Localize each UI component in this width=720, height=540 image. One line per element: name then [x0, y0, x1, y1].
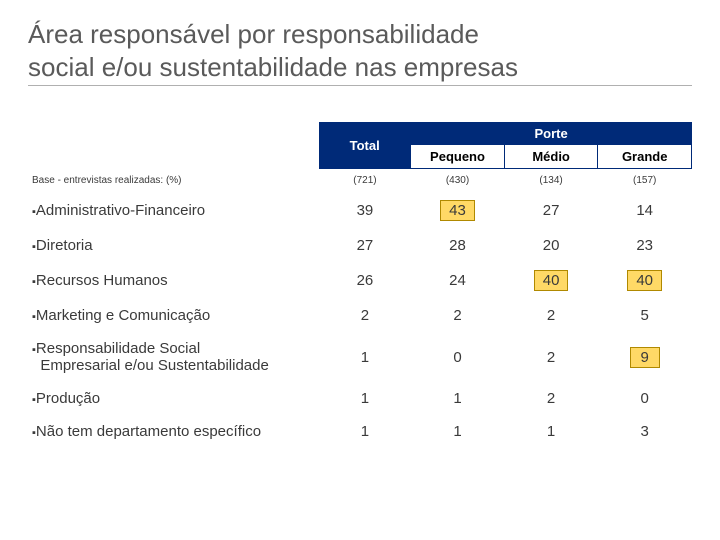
- title-block: Área responsável por responsabilidade so…: [28, 18, 692, 86]
- cell-medio: 2: [504, 332, 598, 382]
- page-title-line1: Área responsável por responsabilidade: [28, 18, 692, 51]
- cell-total: 39: [319, 192, 411, 229]
- row-label: ▪Administrativo-Financeiro: [28, 192, 319, 229]
- highlight-box: 40: [627, 270, 662, 291]
- header-total: Total: [319, 122, 411, 169]
- table-row: ▪Administrativo-Financeiro39 43 2714: [28, 192, 692, 229]
- row-label: ▪Marketing e Comunicação: [28, 299, 319, 332]
- table-body: Base - entrevistas realizadas: (%) (721)…: [28, 169, 692, 449]
- row-label-text: Diretoria: [36, 237, 93, 254]
- highlight-box: 40: [534, 270, 569, 291]
- cell-medio: 20: [504, 229, 598, 262]
- row-label: ▪Diretoria: [28, 229, 319, 262]
- table-header: Total Porte Pequeno Médio Grande: [28, 122, 692, 169]
- cell-grande: 14: [598, 192, 692, 229]
- row-label-text: Produção: [36, 390, 100, 407]
- table-row: ▪Recursos Humanos2624 40 40: [28, 262, 692, 299]
- base-label: Base - entrevistas realizadas: (%): [28, 169, 319, 193]
- cell-grande: 40: [598, 262, 692, 299]
- table-row: ▪Diretoria27282023: [28, 229, 692, 262]
- base-grande: (157): [598, 169, 692, 193]
- cell-medio: 1: [504, 415, 598, 448]
- cell-grande: 3: [598, 415, 692, 448]
- page-title-line2: social e/ou sustentabilidade nas empresa…: [28, 51, 692, 84]
- cell-total: 1: [319, 382, 411, 415]
- base-total: (721): [319, 169, 411, 193]
- cell-medio: 27: [504, 192, 598, 229]
- cell-total: 2: [319, 299, 411, 332]
- highlight-box: 43: [440, 200, 475, 221]
- cell-grande: 9: [598, 332, 692, 382]
- cell-grande: 5: [598, 299, 692, 332]
- header-grande: Grande: [598, 145, 692, 169]
- cell-pequeno: 2: [411, 299, 505, 332]
- header-medio: Médio: [504, 145, 598, 169]
- table-row: ▪Não tem departamento específico1113: [28, 415, 692, 448]
- cell-grande: 0: [598, 382, 692, 415]
- cell-medio: 40: [504, 262, 598, 299]
- title-underline: [28, 85, 692, 86]
- row-label-text: Responsabilidade Social Empresarial e/ou…: [32, 340, 269, 374]
- cell-total: 1: [319, 332, 411, 382]
- row-label: ▪Não tem departamento específico: [28, 415, 319, 448]
- cell-total: 27: [319, 229, 411, 262]
- row-label: ▪Responsabilidade Social Empresarial e/o…: [28, 332, 319, 382]
- cell-pequeno: 43: [411, 192, 505, 229]
- header-blank: [28, 122, 319, 169]
- row-label-text: Não tem departamento específico: [36, 423, 261, 440]
- cell-pequeno: 0: [411, 332, 505, 382]
- cell-pequeno: 24: [411, 262, 505, 299]
- highlight-box: 9: [630, 347, 660, 368]
- row-label: ▪Produção: [28, 382, 319, 415]
- data-table: Total Porte Pequeno Médio Grande Base - …: [28, 122, 692, 448]
- data-table-wrap: Total Porte Pequeno Médio Grande Base - …: [28, 122, 692, 448]
- cell-pequeno: 1: [411, 382, 505, 415]
- row-label: ▪Recursos Humanos: [28, 262, 319, 299]
- cell-medio: 2: [504, 299, 598, 332]
- header-pequeno: Pequeno: [411, 145, 505, 169]
- cell-medio: 2: [504, 382, 598, 415]
- row-label-text: Marketing e Comunicação: [36, 307, 210, 324]
- cell-pequeno: 1: [411, 415, 505, 448]
- row-label-text: Recursos Humanos: [36, 272, 168, 289]
- cell-total: 26: [319, 262, 411, 299]
- table-row: ▪Produção1120: [28, 382, 692, 415]
- row-label-text: Administrativo-Financeiro: [36, 202, 205, 219]
- base-row: Base - entrevistas realizadas: (%) (721)…: [28, 169, 692, 193]
- header-porte: Porte: [411, 122, 692, 145]
- cell-grande: 23: [598, 229, 692, 262]
- table-row: ▪Responsabilidade Social Empresarial e/o…: [28, 332, 692, 382]
- base-pequeno: (430): [411, 169, 505, 193]
- cell-total: 1: [319, 415, 411, 448]
- base-medio: (134): [504, 169, 598, 193]
- table-row: ▪Marketing e Comunicação2225: [28, 299, 692, 332]
- cell-pequeno: 28: [411, 229, 505, 262]
